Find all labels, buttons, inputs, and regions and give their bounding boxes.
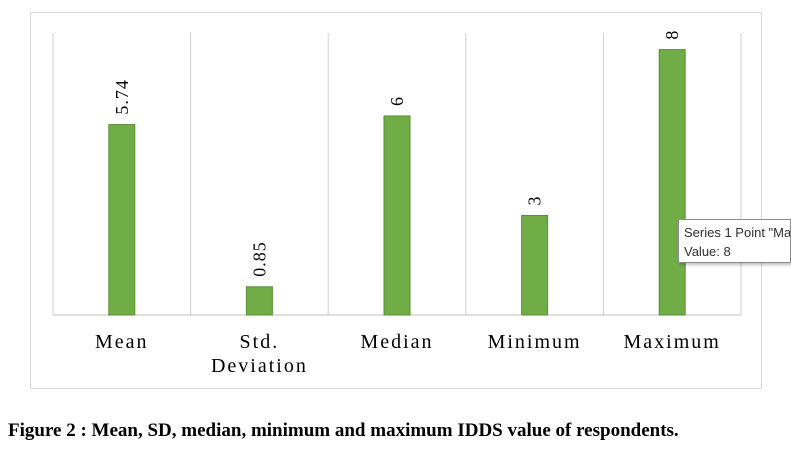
data-label: 8 <box>662 30 682 40</box>
chart-tooltip: Series 1 Point "Maximum" Value: 8 <box>678 219 791 263</box>
data-label: 6 <box>387 96 407 106</box>
tooltip-series-point: Series 1 Point "Maximum" <box>684 225 791 240</box>
bar-std-deviation[interactable] <box>245 286 273 316</box>
bar-mean[interactable] <box>108 124 136 316</box>
category-label: Std. Deviation <box>211 331 308 377</box>
category-label: Mean <box>95 331 149 353</box>
chart-frame: 5.74 Mean 0.85 Std. Deviation 6 Median 3 Minimum… <box>30 12 762 389</box>
bar-maximum[interactable] <box>658 49 686 316</box>
data-label: 3 <box>525 195 545 205</box>
bar-chart: 5.74 Mean 0.85 Std. Deviation 6 Median 3 Minimum… <box>52 30 742 377</box>
data-label: 5.74 <box>112 79 132 115</box>
category-label: Median <box>360 331 433 353</box>
category-label: Maximum <box>624 331 721 353</box>
figure-caption: Figure 2 : Mean, SD, median, minimum and… <box>8 420 679 441</box>
bar-minimum[interactable] <box>521 214 549 316</box>
tooltip-value: Value: 8 <box>684 244 731 259</box>
bar-median[interactable] <box>383 115 411 316</box>
data-label: 0.85 <box>249 241 269 277</box>
category-label: Minimum <box>488 331 582 353</box>
